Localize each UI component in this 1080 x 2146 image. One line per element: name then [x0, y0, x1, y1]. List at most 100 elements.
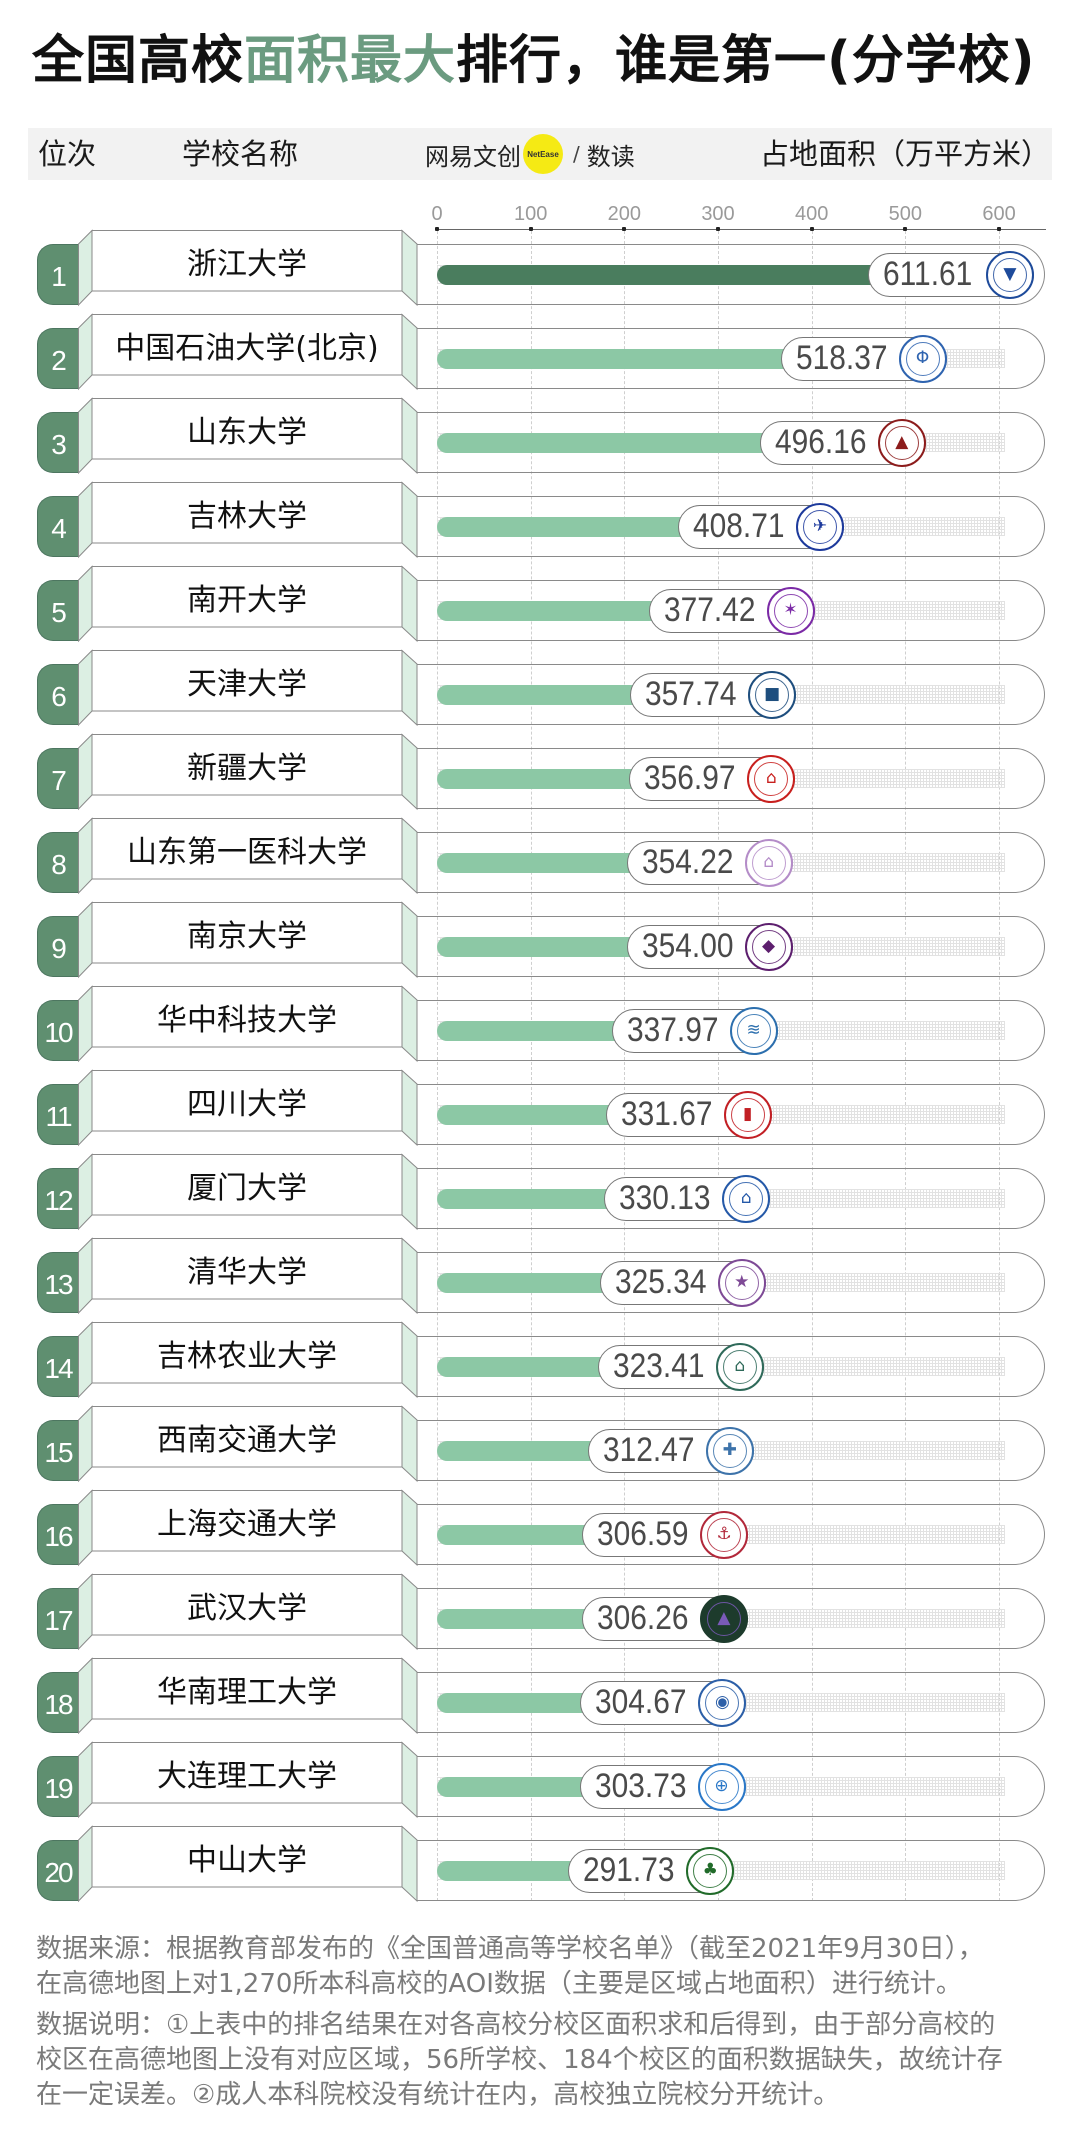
emblem-glyph: ⌂ [740, 1188, 752, 1208]
zju-emblem-icon: ▼ [985, 250, 1034, 299]
jlau-emblem-icon: ⌂ [715, 1342, 764, 1391]
rank-badge: 9 [37, 916, 78, 977]
ranking-row: 19 大连理工大学 303.73 ⊕ [0, 1741, 1080, 1819]
emblem-glyph: ⚓ [716, 1524, 732, 1544]
data-explanation-note: 数据说明：①上表中的排名结果在对各高校分校区面积求和后得到，由于部分高校的 校区… [36, 2008, 1056, 2113]
bar-track [417, 748, 1045, 809]
rank-column-header: 位次 [38, 137, 97, 171]
nku-emblem-icon: ✶ [766, 586, 815, 635]
gridline [811, 231, 813, 1901]
bar-track [417, 1420, 1045, 1481]
emblem-glyph: ♣ [702, 1860, 718, 1880]
name-plate [78, 1405, 418, 1483]
column-header-bar: 位次 学校名称 网易文创 NetEase / 数读 占地面积（万平方米） [28, 128, 1052, 180]
name-plate [78, 649, 418, 727]
rank-badge: 6 [37, 664, 78, 725]
ranking-row: 11 四川大学 331.67 ▮ [0, 1069, 1080, 1147]
tick-label: 500 [888, 203, 923, 225]
bar-track [417, 832, 1045, 893]
tick-label: 100 [513, 203, 548, 225]
rank-number: 3 [51, 428, 67, 460]
emblem-ring [755, 677, 790, 712]
area-value: 518.37 [795, 338, 888, 377]
ranking-row: 2 中国石油大学(北京) 518.37 Φ [0, 313, 1080, 391]
name-plate [78, 733, 418, 811]
bar-track [417, 664, 1045, 725]
emblem-glyph: ▲ [895, 432, 909, 452]
emblem-glyph: ★ [734, 1272, 750, 1292]
emblem-ring [905, 341, 940, 376]
name-plate [78, 481, 418, 559]
area-value: 330.13 [619, 1178, 711, 1217]
brand-separator: / [573, 142, 580, 166]
rank-badge: 1 [37, 244, 78, 305]
ranking-row: 6 天津大学 357.74 ■ [0, 649, 1080, 727]
area-value: 354.22 [641, 842, 734, 881]
tick-label: 600 [982, 203, 1016, 225]
emblem-glyph: ✈ [812, 516, 827, 536]
emblem-ring [707, 1517, 742, 1552]
emblem-glyph: ⌂ [763, 852, 775, 872]
emblem-ring [736, 1013, 771, 1048]
name-plate [78, 1321, 418, 1399]
bar-track [417, 1168, 1045, 1229]
name-plate [78, 901, 418, 979]
name-plate [78, 1825, 418, 1903]
area-value: 306.26 [596, 1598, 689, 1637]
gridline [624, 231, 626, 1901]
name-column-header: 学校名称 [182, 137, 299, 171]
emblem-glyph: ▮ [742, 1104, 753, 1124]
school-name: 南开大学 [187, 582, 307, 618]
bar-track [417, 328, 1045, 389]
rank-badge: 7 [37, 748, 78, 809]
gridline [530, 231, 532, 1901]
rank-badge: 19 [37, 1756, 78, 1817]
rank-badge: 15 [37, 1420, 78, 1481]
area-value: 303.73 [594, 1766, 687, 1805]
rank-number: 17 [44, 1604, 73, 1636]
school-name: 山东大学 [187, 414, 307, 450]
ranking-row: 9 南京大学 354.00 ◆ [0, 901, 1080, 979]
bar-track [417, 412, 1045, 473]
rank-number: 19 [44, 1772, 73, 1804]
emblem-ring [706, 1601, 741, 1636]
tick-mark [903, 227, 908, 231]
emblem-glyph: ▲ [717, 1608, 731, 1628]
bar-track [417, 1336, 1045, 1397]
rank-number: 6 [51, 680, 67, 712]
bar-track [417, 1840, 1045, 1901]
ranking-row: 5 南开大学 377.42 ✶ [0, 565, 1080, 643]
rank-number: 11 [45, 1100, 72, 1132]
rank-badge: 8 [37, 832, 78, 893]
name-plate [78, 1657, 418, 1735]
bar-track [417, 1672, 1045, 1733]
area-value: 325.34 [614, 1262, 707, 1301]
brand-name: 网易文创 [425, 142, 521, 171]
gridline [905, 231, 907, 1901]
emblem-glyph: ◉ [714, 1692, 730, 1712]
school-name: 浙江大学 [187, 246, 307, 282]
area-value: 496.16 [774, 422, 867, 461]
sdu-emblem-icon: ▲ [877, 418, 926, 467]
page-title: 全国高校面积最大排行，谁是第一(分学校) [32, 29, 1036, 93]
note-line: 校区在高德地图上没有对应区域，56所学校、184个校区的面积数据缺失，故统计存 [36, 2045, 1003, 2075]
bar-track [417, 1504, 1045, 1565]
name-plate [78, 985, 418, 1063]
emblem-ring [729, 1181, 764, 1216]
netease-badge-icon: NetEase [523, 134, 563, 174]
rank-badge: 16 [37, 1504, 78, 1565]
ranking-row: 15 西南交通大学 312.47 ✚ [0, 1405, 1080, 1483]
school-name: 山东第一医科大学 [127, 834, 367, 870]
ranking-row: 3 山东大学 496.16 ▲ [0, 397, 1080, 475]
bar-track [417, 496, 1045, 557]
school-name: 天津大学 [187, 666, 307, 702]
note-line: 在一定误差。②成人本科院校没有统计在内，高校独立院校分开统计。 [36, 2080, 840, 2110]
name-plate [78, 1069, 418, 1147]
ranking-row: 13 清华大学 325.34 ★ [0, 1237, 1080, 1315]
emblem-glyph: ⌂ [734, 1356, 746, 1376]
emblem-ring [693, 1853, 728, 1888]
school-name: 大连理工大学 [157, 1758, 337, 1794]
tick-label: 0 [431, 203, 443, 225]
emblem-glyph: ≋ [746, 1020, 761, 1040]
school-name: 南京大学 [187, 918, 307, 954]
